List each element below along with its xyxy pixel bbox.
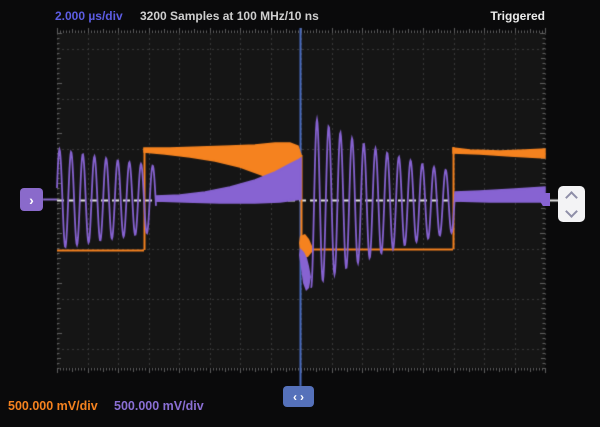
chevron-up-icon: [565, 190, 578, 204]
stepper-down-button[interactable]: [558, 204, 585, 221]
time-position-button[interactable]: ‹ ›: [283, 386, 314, 407]
channel2-offset-marker[interactable]: [539, 193, 550, 206]
channel2-zero-level-line[interactable]: [57, 197, 559, 203]
channel2-scale-label: 500.000 mV/div: [114, 399, 204, 413]
chevron-right-icon: ›: [29, 191, 34, 208]
chevron-down-icon: [565, 204, 578, 218]
channel1-scale-label: 500.000 mV/div: [8, 399, 98, 413]
timebase-label: 2.000 µs/div: [55, 9, 123, 23]
stepper-up-button[interactable]: [558, 188, 585, 204]
chevron-right-icon: ›: [300, 389, 304, 404]
trigger-position-line[interactable]: [298, 28, 304, 386]
trigger-status-label: Triggered: [490, 9, 545, 23]
channel2-offset-button[interactable]: ›: [20, 188, 43, 211]
sample-info-label: 3200 Samples at 100 MHz/10 ns: [140, 9, 319, 23]
offset-stepper: [558, 186, 585, 222]
chevron-left-icon: ‹: [293, 389, 297, 404]
